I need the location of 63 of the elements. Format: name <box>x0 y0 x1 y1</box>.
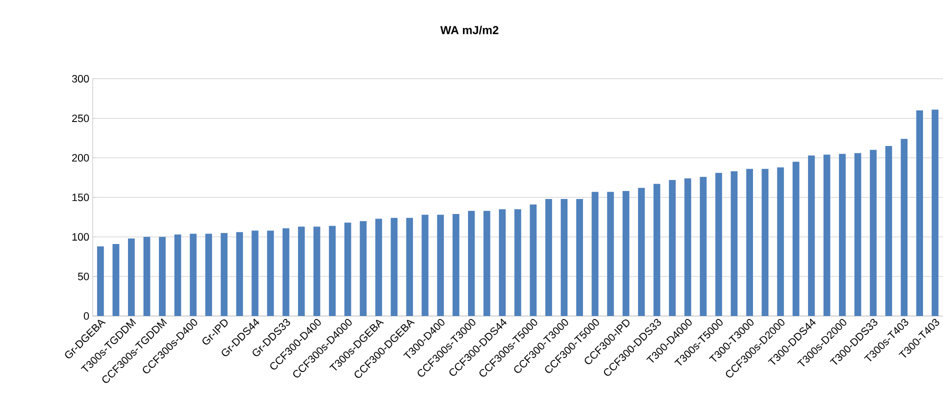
bar <box>838 154 846 316</box>
bar <box>808 155 815 316</box>
bar <box>607 192 614 316</box>
y-tick-label: 200 <box>72 154 89 162</box>
bar <box>900 138 908 316</box>
bar <box>267 230 274 316</box>
bar <box>560 198 568 316</box>
bar <box>530 204 537 316</box>
bar <box>236 232 243 316</box>
bar <box>252 230 258 316</box>
bar <box>220 232 228 316</box>
bar <box>468 210 475 316</box>
bar <box>174 234 182 316</box>
bar <box>916 110 924 316</box>
bar <box>282 228 290 316</box>
bar <box>437 214 444 316</box>
bar <box>823 154 830 316</box>
bar <box>313 226 320 316</box>
bar <box>344 222 352 316</box>
bar <box>422 214 428 316</box>
bar <box>128 238 135 316</box>
bar <box>360 220 367 316</box>
bar <box>932 109 938 316</box>
bar <box>653 184 660 316</box>
bar <box>730 171 738 316</box>
bar <box>498 209 506 316</box>
bar <box>158 236 166 316</box>
bar <box>328 226 336 316</box>
bar <box>854 152 862 316</box>
bar <box>638 188 645 316</box>
bar <box>514 209 522 316</box>
bar <box>622 190 630 316</box>
bar <box>668 180 676 316</box>
bar <box>870 150 877 316</box>
bar <box>792 162 800 316</box>
bar <box>545 198 552 316</box>
chart-title: WA mJ/m2 <box>440 25 498 34</box>
bar <box>112 244 120 316</box>
bar <box>483 210 490 316</box>
bar <box>715 172 722 316</box>
bar <box>684 178 692 316</box>
y-tick-label: 150 <box>72 193 89 201</box>
bar <box>406 218 413 316</box>
y-tick-label: 100 <box>72 232 89 240</box>
bar <box>700 176 707 316</box>
bar <box>452 214 460 316</box>
bar <box>592 192 598 316</box>
bar <box>762 168 768 316</box>
bar <box>97 246 104 316</box>
bar <box>190 234 197 316</box>
bar <box>777 167 784 316</box>
bar <box>143 236 150 316</box>
bar <box>885 146 892 316</box>
y-tick-label: 250 <box>72 114 89 122</box>
bar <box>576 198 583 316</box>
bar <box>298 226 305 316</box>
bar <box>375 218 382 316</box>
y-tick-label: 0 <box>84 312 89 320</box>
y-tick-label: 300 <box>72 74 89 82</box>
y-tick-label: 50 <box>78 272 89 280</box>
bar <box>390 218 398 316</box>
bar <box>205 234 212 316</box>
bar <box>746 168 753 316</box>
